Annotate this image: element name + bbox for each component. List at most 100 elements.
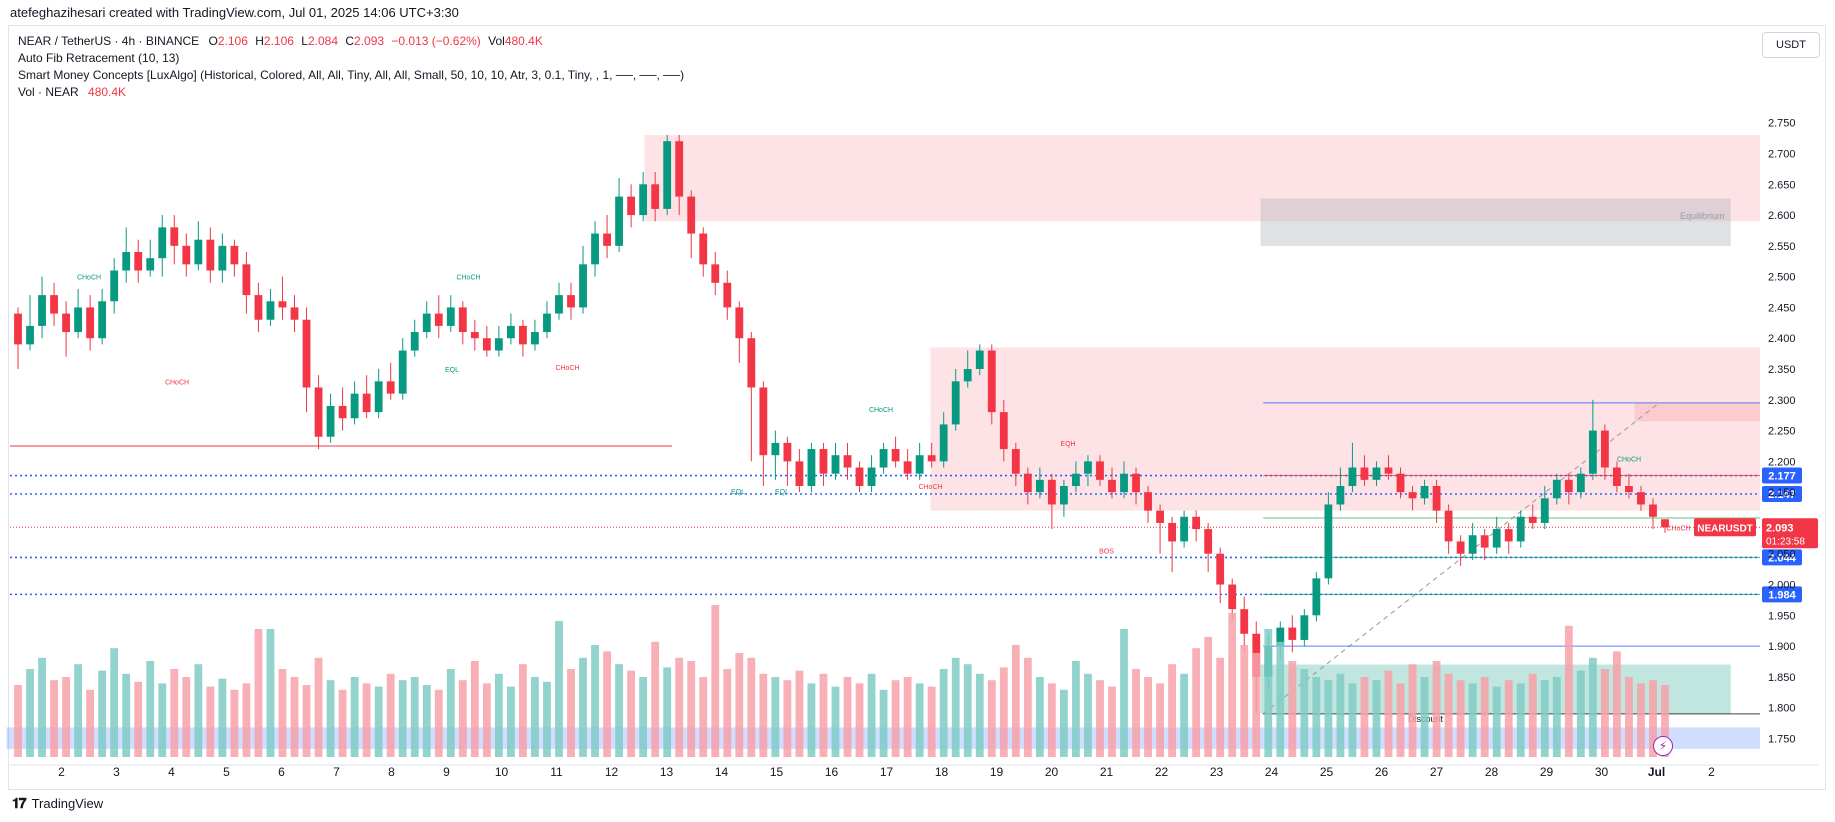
volume-bar [1348,683,1357,757]
volume-bar [747,657,756,757]
y-tick-label: 2.600 [1768,210,1796,222]
candle-body [266,301,275,320]
candle-body [1420,485,1429,499]
candle-body [410,332,419,351]
x-tick-label: 21 [1100,765,1114,779]
volume-bar [338,689,347,757]
volume-bar [230,689,239,757]
price-mark-box [1762,467,1802,484]
volume-bar [1035,677,1044,757]
last-price-box [1762,518,1818,549]
legend-fib-indicator[interactable]: Auto Fib Retracement (10, 13) [18,51,180,65]
y-tick-label: 2.250 [1768,426,1796,438]
volume-bar [1336,673,1345,757]
x-tick-label: 10 [495,765,509,779]
y-tick-label: 2.400 [1768,333,1796,345]
volume-bar [1360,677,1369,757]
volume-bar [362,683,371,757]
candle-body [1156,510,1164,523]
candle-body [1516,516,1525,542]
candle-body [278,301,287,308]
candle-body [470,332,479,339]
volume-bar [1312,677,1321,757]
candle-body [506,325,515,339]
candle-body [1480,535,1489,548]
candle-body [326,405,335,437]
volume-bar [831,686,840,757]
lightning-icon[interactable]: ⚡ [1653,736,1673,756]
volume-bar [867,673,876,757]
volume-bar [1420,677,1429,757]
candle-body [386,381,395,394]
volume-bar [1072,661,1080,757]
volume-bar [446,669,455,757]
candle-body [182,245,191,265]
volume-bar [86,689,95,757]
candle-body [987,350,996,413]
volume-bar [1480,677,1489,757]
volume-bar [1588,657,1597,757]
volume-bar [1637,683,1645,757]
currency-button[interactable]: USDT [1762,32,1820,58]
candle-body [1396,473,1405,493]
candle-body [1059,485,1068,505]
volume-bar [1023,657,1032,757]
volume-bar [74,664,83,757]
candle-body [783,442,792,462]
chart-frame [8,25,1826,790]
tradingview-logo-text: TradingView [31,796,104,811]
volume-bar [843,677,852,757]
volume-bar [675,657,684,757]
x-tick-label: 17 [880,765,894,779]
candle-body [1011,449,1020,474]
candle-body [1613,467,1621,486]
volume-bar [1456,680,1465,757]
x-tick-label: 15 [770,765,784,779]
y-tick-label: 1.750 [1768,733,1796,745]
volume-bar [1276,641,1285,757]
candle-body [531,332,539,345]
candle-body [1528,516,1537,523]
candle-body [867,467,876,486]
symbol-tag-box [1694,518,1756,537]
candle-body [1120,473,1128,493]
volume-bar [194,664,203,757]
candle-body [1324,504,1333,579]
structure-label: CHoCH [77,275,101,282]
x-tick-label: 4 [168,765,175,779]
candle-body [963,369,972,382]
volume-bar [795,670,804,757]
structure-label: CHoCH [1617,456,1641,463]
x-tick-label: 30 [1595,765,1609,779]
legend-symbol[interactable]: NEAR / TetherUS · 4h · BINANCE [18,34,200,48]
volume-bar [627,670,636,757]
volume-bar [314,657,323,757]
structure-label: CHoCH [869,407,893,414]
candle-body [999,412,1008,450]
candle-body [1035,479,1044,493]
x-tick-label: 28 [1485,765,1499,779]
volume-bar [1384,670,1393,757]
legend-smc-indicator[interactable]: Smart Money Concepts [LuxAlgo] (Historic… [18,68,685,82]
candle-body [1432,485,1441,511]
structure-label: CHoCH [165,379,189,386]
candle-body [1588,430,1597,474]
candle-body [1649,504,1657,517]
volume-bar [1444,673,1453,757]
volume-bar [555,621,563,757]
candle-body [1444,510,1453,542]
candle-body [519,325,527,345]
volume-bar [134,681,143,757]
volume-bar [1396,683,1405,757]
y-tick-label: 2.200 [1768,456,1796,468]
legend-volume-indicator[interactable]: Vol · NEAR 480.4K [18,85,126,99]
volume-bar [1144,677,1152,757]
volume-bar [14,685,22,757]
x-tick-label: 27 [1430,765,1444,779]
volume-bar [1408,664,1417,757]
candle-body [434,313,443,326]
candle-body [951,381,960,425]
candle-body [939,424,948,462]
y-tick-label: 1.950 [1768,610,1796,622]
